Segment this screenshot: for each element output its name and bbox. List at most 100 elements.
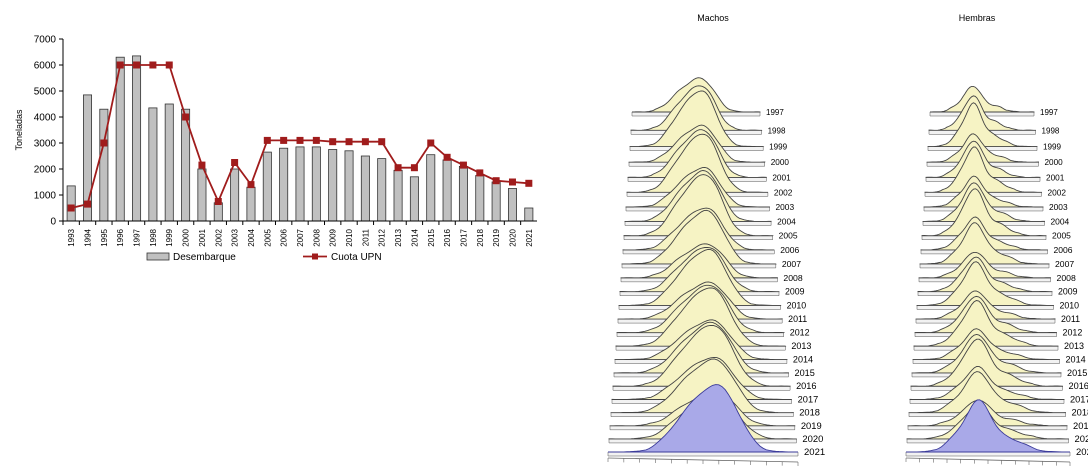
ridge-year-label: 2004 xyxy=(1051,216,1070,226)
x-tick-label: 2002 xyxy=(214,228,223,246)
cuota-point xyxy=(361,138,369,146)
x-tick-label: 2016 xyxy=(443,228,452,246)
ridge-year-label: 2007 xyxy=(782,259,801,269)
ridge-year-label: 2001 xyxy=(1046,173,1065,182)
x-tick-label: 2021 xyxy=(525,228,534,246)
bar xyxy=(524,207,534,222)
bar-chart: 0 1000 2000 3000 4000 5000 6000 7000 Toneladas 19… xyxy=(14,35,537,263)
ridge-year-label: 2000 xyxy=(771,158,790,167)
bar xyxy=(197,168,207,222)
x-tick-label: 2008 xyxy=(312,228,321,246)
y-axis-label: Toneladas xyxy=(14,109,24,151)
ridge-year-label: 2020 xyxy=(1075,433,1088,444)
cuota-point xyxy=(508,178,516,186)
ridge-year-label: 2008 xyxy=(1057,273,1076,283)
cuota-point xyxy=(345,138,353,146)
y-tick-label: 7000 xyxy=(34,35,57,46)
ridge-year-label: 2019 xyxy=(801,421,822,431)
ridge-year-label: 2017 xyxy=(1070,394,1088,404)
x-tick-label: 1993 xyxy=(67,228,76,246)
ridge-curve xyxy=(923,175,1044,208)
cuota-point xyxy=(427,139,435,147)
ridge-curve xyxy=(623,174,774,237)
x-tick-label: 2005 xyxy=(263,228,272,246)
ridge-year-label: 2010 xyxy=(787,300,807,310)
bar xyxy=(262,151,272,222)
bar xyxy=(311,146,321,222)
x-tick-label: 2009 xyxy=(329,228,338,246)
bar xyxy=(230,168,240,222)
bar xyxy=(132,55,142,222)
ridge-year-label: 2008 xyxy=(783,273,802,283)
x-tick-label: 2014 xyxy=(410,228,419,246)
cuota-point xyxy=(149,61,157,69)
ridge-year-label: 2013 xyxy=(1064,341,1084,351)
cuota-point xyxy=(165,61,173,69)
legend-swatch-desembarque xyxy=(146,252,170,261)
cuota-point xyxy=(84,200,92,208)
x-tick-label: 1997 xyxy=(133,228,142,246)
ridge-year-label: 2016 xyxy=(1069,381,1088,391)
x-tick-label: 2007 xyxy=(296,228,305,246)
cuota-point xyxy=(394,164,402,172)
bar xyxy=(393,169,403,222)
ridge-curve xyxy=(615,287,787,347)
ridge-year-label: 2019 xyxy=(1073,421,1088,431)
legend-marker-cuota xyxy=(312,253,318,260)
bar xyxy=(344,150,354,222)
ridge-chart-hembras: Hembras 1997 1998 1999 2000 2001 2002 2003 2004 2… xyxy=(905,13,1088,466)
ridge-year-label: 2003 xyxy=(1049,202,1068,212)
cuota-point xyxy=(280,136,288,144)
bar xyxy=(458,165,468,222)
ridge-year-label: 2005 xyxy=(779,231,798,241)
y-tick-label: 2000 xyxy=(34,165,57,176)
ridge-curve xyxy=(928,95,1036,131)
bar xyxy=(442,159,452,222)
cuota-point xyxy=(231,159,239,166)
x-tick-label: 2006 xyxy=(280,228,289,246)
cuota-point xyxy=(214,198,222,205)
ridge-year-label: 2007 xyxy=(1055,259,1074,269)
ridge-year-label: 2011 xyxy=(1061,314,1080,324)
x-tick-label: 2019 xyxy=(492,228,501,246)
x-tick-label: 2018 xyxy=(476,228,485,246)
cuota-point xyxy=(198,161,206,169)
ridge-curve xyxy=(608,384,798,453)
cuota-point xyxy=(329,138,337,146)
y-tick-label: 6000 xyxy=(34,61,57,72)
ridge-curve xyxy=(618,248,782,306)
ridge-year-label: 1998 xyxy=(768,126,786,135)
x-tick-label: 2010 xyxy=(345,228,354,246)
ridge-year-label: 2017 xyxy=(798,394,819,404)
ridge-base xyxy=(905,451,1071,457)
cuota-point xyxy=(443,153,451,161)
bar xyxy=(279,147,289,222)
ridge-year-label: 2018 xyxy=(1072,408,1088,418)
ridge-year-label: 2006 xyxy=(780,245,799,255)
x-tick-label: 2015 xyxy=(427,228,436,246)
y-tick-label: 3000 xyxy=(34,139,57,150)
x-tick-label: 2003 xyxy=(231,228,240,246)
bar xyxy=(213,202,223,222)
cuota-point xyxy=(476,169,484,177)
legend-label-desembarque: Desembarque xyxy=(173,252,236,263)
ridge-curve xyxy=(913,300,1059,347)
bar xyxy=(246,186,256,222)
cuota-point xyxy=(116,61,124,69)
ridge-year-label: 1997 xyxy=(766,108,784,117)
ridge-year-label: 2011 xyxy=(788,314,807,324)
ridge-year-label: 2002 xyxy=(1048,187,1067,197)
ridge-curve xyxy=(910,338,1063,387)
bar xyxy=(377,158,387,222)
ridge-year-label: 2014 xyxy=(793,355,813,365)
x-tick-label: 1996 xyxy=(116,228,125,246)
ridge-curve xyxy=(916,261,1054,306)
ridge-title: Hembras xyxy=(959,13,996,23)
bar xyxy=(426,154,436,222)
cuota-point xyxy=(312,136,320,144)
x-tick-label: 2004 xyxy=(247,228,256,246)
ridge-year-label: 2005 xyxy=(1052,231,1071,241)
bar xyxy=(475,175,485,222)
cuota-point xyxy=(67,204,75,212)
ridge-year-label: 2021 xyxy=(804,447,825,458)
